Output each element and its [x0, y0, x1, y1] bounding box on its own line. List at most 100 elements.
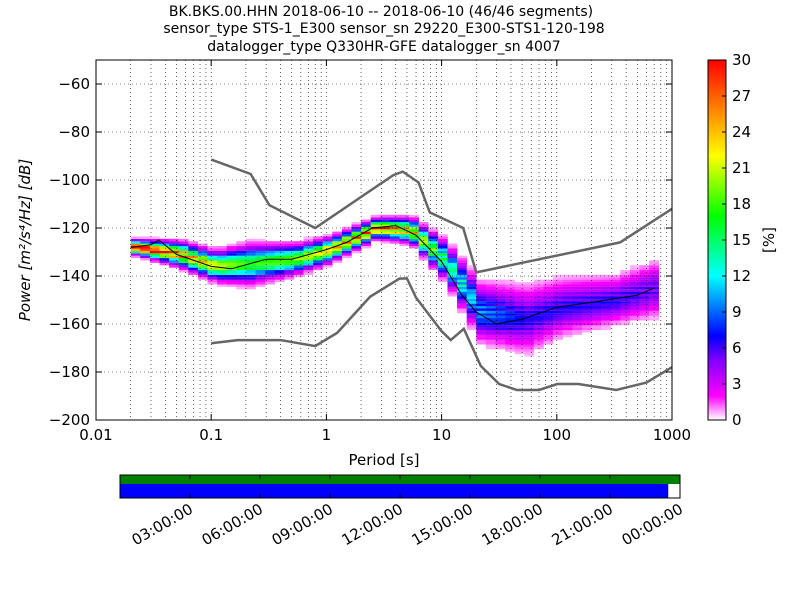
pdf-cell: [610, 277, 621, 280]
pdf-cell: [601, 291, 611, 295]
pdf-cell: [562, 332, 573, 335]
pdf-cell: [361, 226, 371, 230]
pdf-cell: [514, 322, 525, 326]
pdf-cell: [562, 322, 573, 326]
pdf-cell: [553, 337, 563, 340]
pdf-cell: [485, 284, 496, 287]
pdf-cell: [322, 258, 333, 261]
pdf-cell: [130, 236, 141, 239]
pdf-cell: [591, 291, 602, 295]
pdf-cell: [332, 243, 343, 247]
pdf-cell: [505, 332, 515, 335]
pdf-cell: [543, 282, 554, 285]
pdf-cell: [370, 236, 381, 239]
pdf-cell: [332, 260, 343, 263]
pdf-cell: [466, 301, 477, 304]
pdf-cell: [217, 255, 227, 259]
pdf-cell: [437, 260, 448, 263]
pdf-cell: [428, 260, 439, 263]
pdf-cell: [514, 346, 525, 350]
pdf-cell: [591, 296, 602, 299]
pdf-cell: [476, 322, 487, 326]
pdf-cell: [524, 318, 535, 321]
pdf-cell: [610, 284, 621, 287]
pdf-cell: [159, 258, 170, 261]
pdf-cell: [524, 308, 535, 311]
pdf-cell: [197, 270, 208, 273]
pdf-cell: [361, 229, 371, 232]
pdf-cell: [293, 243, 304, 247]
pdf-cell: [485, 320, 496, 323]
pdf-cell: [639, 272, 650, 275]
pdf-cell: [495, 306, 506, 309]
pdf-cell: [207, 270, 218, 273]
pdf-cell: [341, 253, 352, 256]
pdf-cell: [505, 327, 515, 331]
y-axis-label: Power [m²/s⁴/Hz] [dB]: [16, 159, 34, 322]
pdf-cell: [495, 346, 506, 350]
pdf-cell: [207, 277, 218, 280]
pdf-cell: [620, 270, 631, 273]
pdf-cell: [524, 294, 535, 297]
pdf-cell: [572, 320, 583, 323]
pdf-cell: [476, 296, 487, 299]
pdf-cell: [255, 262, 266, 266]
pdf-cell: [370, 224, 381, 227]
pdf-cell: [245, 238, 256, 242]
pdf-cell: [197, 274, 208, 278]
pdf-cell: [553, 274, 563, 278]
pdf-cell: [197, 267, 208, 271]
pdf-cell: [591, 277, 602, 280]
pdf-cell: [255, 248, 266, 251]
pdf-cell: [524, 327, 535, 331]
pdf-cell: [601, 274, 611, 278]
pdf-cell: [591, 282, 602, 285]
pdf-cell: [514, 306, 525, 309]
pdf-cell: [649, 296, 659, 299]
pdf-cell: [361, 222, 371, 225]
pdf-cell: [601, 284, 611, 287]
pdf-cell: [457, 272, 467, 275]
pdf-cell: [533, 318, 544, 321]
pdf-cell: [341, 248, 352, 251]
pdf-cell: [514, 284, 525, 287]
pdf-cell: [581, 301, 592, 304]
pdf-cell: [437, 246, 448, 249]
pdf-cell: [505, 330, 515, 333]
pdf-cell: [649, 313, 659, 316]
pdf-cell: [217, 262, 227, 266]
pdf-cell: [399, 222, 410, 225]
pdf-cell: [428, 250, 439, 254]
pdf-cell: [178, 248, 189, 251]
pdf-cell: [572, 330, 583, 333]
pdf-cell: [572, 318, 583, 321]
pdf-cell: [553, 282, 563, 285]
pdf-cell: [169, 255, 179, 259]
pdf-cell: [524, 310, 535, 314]
pdf-cell: [226, 253, 237, 256]
pdf-cell: [313, 236, 323, 239]
pdf-cell: [226, 246, 237, 249]
pdf-cell: [245, 279, 256, 283]
pdf-cell: [188, 272, 199, 275]
pdf-cell: [322, 265, 333, 268]
pdf-cell: [380, 217, 391, 220]
pdf-cell: [466, 282, 477, 285]
pdf-cell: [236, 241, 247, 244]
pdf-cell: [322, 234, 333, 237]
pdf-cell: [447, 277, 458, 280]
pdf-cell: [332, 231, 343, 235]
pdf-cell: [533, 294, 544, 297]
pdf-cell: [629, 291, 640, 295]
pdf-cell: [505, 342, 515, 345]
pdf-cell: [553, 298, 563, 302]
pdf-cell: [437, 272, 448, 275]
pdf-cell: [149, 253, 160, 256]
pdf-cell: [524, 342, 535, 345]
pdf-cell: [457, 310, 467, 314]
pdf-cell: [447, 286, 458, 290]
pdf-cell: [217, 279, 227, 283]
pdf-cell: [370, 219, 381, 223]
pdf-cell: [533, 296, 544, 299]
pdf-cell: [351, 222, 362, 225]
